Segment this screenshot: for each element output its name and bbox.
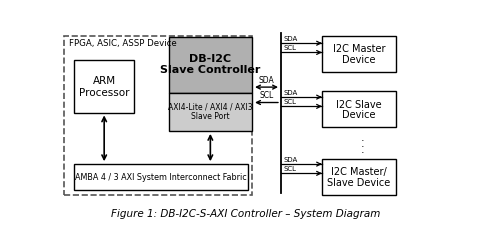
Bar (322, 91, 396, 128)
Text: I2C Slave: I2C Slave (336, 99, 382, 109)
Bar (74, 61, 134, 113)
Bar (64, 36, 252, 195)
Text: SCL: SCL (283, 165, 296, 171)
Text: ARM: ARM (93, 76, 116, 86)
Bar (322, 159, 396, 195)
Text: SCL: SCL (283, 99, 296, 105)
Text: Device: Device (342, 110, 375, 120)
Text: I2C Master: I2C Master (333, 44, 385, 54)
Text: SDA: SDA (283, 156, 298, 162)
Text: AXI4-Lite / AXI4 / AXI3: AXI4-Lite / AXI4 / AXI3 (168, 103, 252, 111)
Bar (168, 93, 252, 132)
Text: SDA: SDA (283, 89, 298, 96)
Text: .: . (361, 138, 364, 148)
Text: SCL: SCL (259, 91, 274, 100)
Text: I2C Master/: I2C Master/ (331, 167, 386, 177)
Text: Processor: Processor (79, 88, 130, 98)
Bar (322, 36, 396, 72)
Text: Device: Device (342, 55, 375, 65)
Text: .: . (361, 132, 364, 142)
Text: .: . (361, 144, 364, 154)
Text: SDA: SDA (259, 76, 275, 85)
Text: Slave Port: Slave Port (191, 112, 229, 121)
Text: Figure 1: DB-I2C-S-AXI Controller – System Diagram: Figure 1: DB-I2C-S-AXI Controller – Syst… (111, 208, 381, 218)
Text: AMBA 4 / 3 AXI System Interconnect Fabric: AMBA 4 / 3 AXI System Interconnect Fabri… (75, 173, 247, 182)
Text: FPGA, ASIC, ASSP Device: FPGA, ASIC, ASSP Device (69, 39, 177, 48)
Bar (74, 165, 248, 190)
Text: SDA: SDA (283, 36, 298, 42)
Text: Slave Device: Slave Device (327, 177, 390, 187)
Bar (168, 38, 252, 93)
Text: Slave Controller: Slave Controller (160, 65, 261, 75)
Text: DB-I2C: DB-I2C (189, 54, 231, 64)
Text: SCL: SCL (283, 45, 296, 51)
